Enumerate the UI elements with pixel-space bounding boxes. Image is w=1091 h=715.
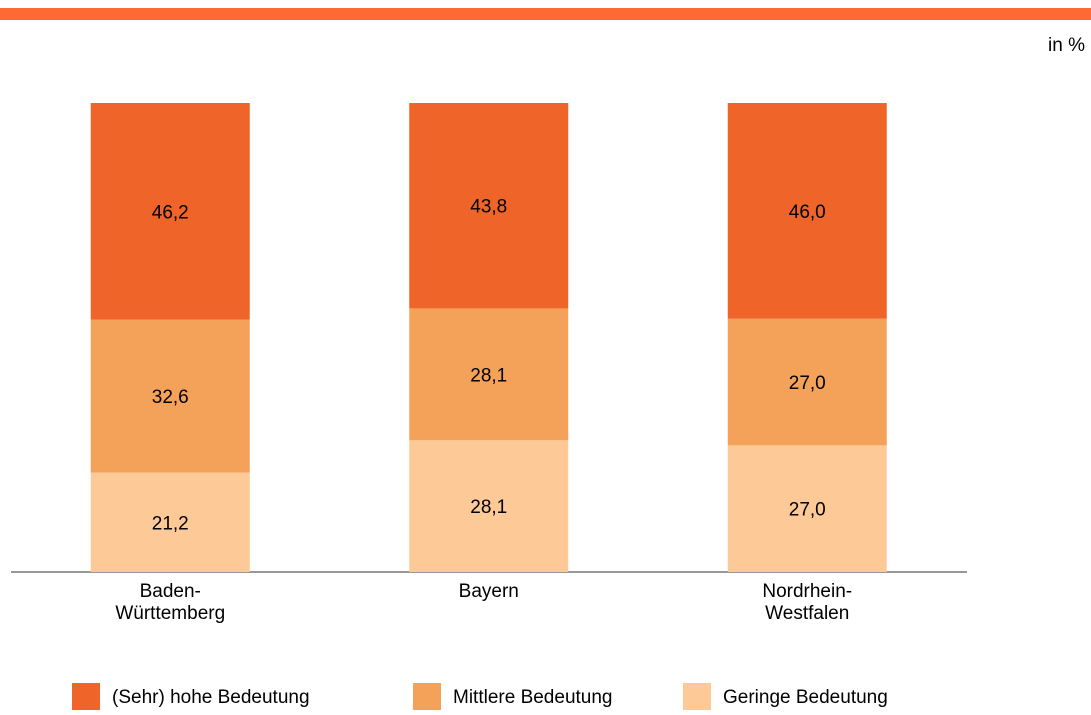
data-label: 27,0 [789,500,826,521]
x-tick-label: Nordrhein-Westfalen [762,581,852,624]
x-tick-label: Baden-Württemberg [115,581,225,624]
bar-segment [90,319,250,473]
bar-segment [727,318,887,446]
data-label: 32,6 [152,387,189,408]
legend-label: (Sehr) hohe Bedeutung [112,687,310,708]
x-tick-label: Bayern [459,581,519,602]
bar-segment [409,103,569,309]
header-bar [0,8,1091,20]
legend-swatch [413,683,441,710]
bar-segment [727,445,887,572]
legend-swatch [683,683,711,710]
legend-label: Geringe Bedeutung [723,687,888,708]
bar-segment [727,103,887,319]
bar-segment [90,472,250,572]
bar-segment [90,103,250,320]
unit-label: in % [1048,35,1085,56]
data-label: 21,2 [152,513,189,534]
legend-label: Mittlere Bedeutung [453,687,613,708]
data-label: 46,2 [152,202,189,223]
data-label: 28,1 [470,497,507,518]
data-label: 46,0 [789,202,826,223]
data-label: 43,8 [470,197,507,218]
bar-segment [409,440,569,572]
legend-swatch [72,683,100,710]
data-label: 27,0 [789,373,826,394]
data-label: 28,1 [470,365,507,386]
bar-segment [409,308,569,441]
